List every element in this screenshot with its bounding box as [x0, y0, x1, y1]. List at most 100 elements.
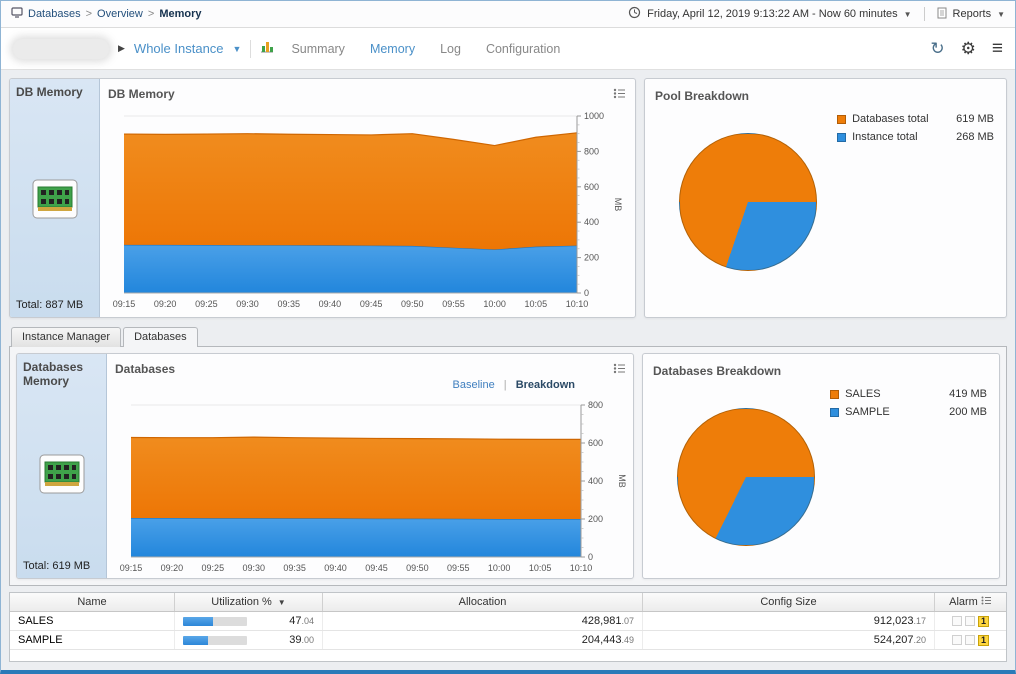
cell-alarm: 1: [935, 631, 1006, 649]
toggle-baseline[interactable]: Baseline: [452, 379, 495, 391]
divider: [250, 39, 252, 58]
cell-utilization: 47.04: [175, 612, 323, 630]
svg-text:09:15: 09:15: [120, 563, 143, 573]
cell-config-size: 524,207.20: [643, 631, 935, 649]
cell-utilization: 39.00: [175, 631, 323, 649]
svg-text:09:35: 09:35: [277, 299, 300, 309]
tab-configuration[interactable]: Configuration: [485, 41, 561, 56]
pool-breakdown-card: Pool Breakdown Databases total 619 MB In…: [644, 78, 1007, 318]
databases-table: Name Utilization % ▼ Allocation Config Si…: [9, 592, 1007, 662]
refresh-icon[interactable]: ↻: [930, 38, 945, 58]
utilization-bar: [183, 616, 247, 626]
svg-text:600: 600: [588, 438, 603, 448]
svg-text:10:00: 10:00: [488, 563, 511, 573]
databases-tab-panel: Databases Memory Total: 619 MB Databases…: [9, 346, 1007, 586]
legend-item: Instance total 268 MB: [837, 131, 994, 143]
svg-text:09:50: 09:50: [406, 563, 429, 573]
svg-text:400: 400: [588, 476, 603, 486]
header-allocation[interactable]: Allocation: [323, 593, 643, 611]
cell-allocation: 204,443.49: [323, 631, 643, 649]
databases-chart-area: Databases Baseline | Breakdown 0 200 400 60…: [107, 354, 633, 578]
hamburger-menu-icon[interactable]: ≡: [991, 37, 1003, 59]
databases-breakdown-pie-chart: [677, 408, 815, 546]
tab-log[interactable]: Log: [440, 41, 461, 56]
legend-swatch-blue: [830, 407, 840, 417]
legend-item: SALES 419 MB: [830, 388, 987, 400]
chart-title: Databases: [115, 362, 176, 376]
scope-selector[interactable]: Whole Instance: [133, 41, 224, 56]
reports-icon: [937, 7, 947, 22]
svg-text:09:45: 09:45: [365, 563, 388, 573]
view-toggle: Baseline | Breakdown: [453, 379, 575, 391]
tab-memory[interactable]: Memory: [369, 41, 416, 56]
tab-databases[interactable]: Databases: [123, 327, 198, 347]
legend-swatch-blue: [837, 132, 847, 142]
chart-title: DB Memory: [108, 87, 175, 101]
databases-row: Databases Memory Total: 619 MB Databases…: [16, 353, 1000, 579]
header-alarm[interactable]: Alarm: [935, 593, 1006, 611]
utilization-bar: [183, 635, 247, 645]
breadcrumb: Databases > Overview > Memory: [11, 7, 202, 21]
tab-summary[interactable]: Summary: [291, 41, 345, 56]
pool-breakdown-title: Pool Breakdown: [655, 89, 750, 103]
table-row-sample[interactable]: SAMPLE 39.00 204,443.49 524,207.20 1: [10, 631, 1006, 650]
breadcrumb-link-databases[interactable]: Databases: [28, 8, 81, 20]
header-name[interactable]: Name: [10, 593, 175, 611]
svg-text:09:20: 09:20: [154, 299, 177, 309]
alarm-badge[interactable]: 1: [978, 634, 989, 646]
side-panel-title: DB Memory: [16, 85, 83, 99]
databases-breakdown-legend: SALES 419 MB SAMPLE 200 MB: [830, 388, 987, 424]
svg-text:09:45: 09:45: [360, 299, 383, 309]
db-memory-card: DB Memory Total: 887 MB DB Memory 0 200 40…: [9, 78, 636, 318]
tab-instance-manager[interactable]: Instance Manager: [11, 327, 122, 347]
toolbar-actions: ↻ ⚙ ≡: [930, 38, 1003, 60]
chart-options-icon[interactable]: [613, 361, 626, 379]
breadcrumb-link-overview[interactable]: Overview: [97, 8, 143, 20]
chevron-down-icon: ▼: [232, 43, 242, 54]
legend-item: Databases total 619 MB: [837, 113, 994, 125]
alarm-badge[interactable]: 1: [978, 615, 989, 627]
databases-memory-side-panel: Databases Memory Total: 619 MB: [17, 354, 107, 578]
alarm-status-empty: [965, 616, 975, 626]
svg-text:800: 800: [588, 400, 603, 410]
chevron-down-icon: ▼: [903, 9, 912, 19]
databases-memory-card: Databases Memory Total: 619 MB Databases…: [16, 353, 634, 579]
svg-text:09:15: 09:15: [113, 299, 136, 309]
legend-item: SAMPLE 200 MB: [830, 406, 987, 418]
tree-expand-icon[interactable]: ▶: [118, 43, 125, 53]
table-options-icon[interactable]: [981, 596, 992, 608]
svg-text:800: 800: [584, 146, 599, 156]
gear-icon[interactable]: ⚙: [960, 38, 976, 58]
reports-menu[interactable]: Reports: [952, 8, 992, 20]
bar-chart-icon: [260, 39, 274, 58]
cell-allocation: 428,981.07: [323, 612, 643, 630]
topology-icon: [11, 7, 23, 21]
main-content: DB Memory Total: 887 MB DB Memory 0 200 40…: [1, 70, 1015, 670]
databases-breakdown-card: Databases Breakdown SALES 419 MB SAMPLE …: [642, 353, 1000, 579]
instance-toolbar: ▶ Whole Instance ▼ Summary Memory Log Co…: [1, 28, 1015, 70]
chevron-down-icon: ▼: [997, 9, 1005, 19]
svg-text:10:05: 10:05: [529, 563, 552, 573]
cell-config-size: 912,023.17: [643, 612, 935, 630]
legend-swatch-orange: [837, 114, 847, 124]
svg-text:MB: MB: [613, 198, 623, 212]
toggle-breakdown[interactable]: Breakdown: [515, 379, 575, 391]
chart-options-icon[interactable]: [613, 86, 626, 104]
svg-text:09:30: 09:30: [236, 299, 259, 309]
time-range-selector[interactable]: Friday, April 12, 2019 9:13:22 AM - Now …: [647, 8, 898, 20]
header-config-size[interactable]: Config Size: [643, 593, 935, 611]
svg-text:09:55: 09:55: [447, 563, 470, 573]
svg-text:0: 0: [584, 288, 589, 298]
pool-breakdown-pie-chart: [679, 133, 817, 271]
databases-memory-total: Total: 619 MB: [23, 560, 91, 572]
svg-text:09:40: 09:40: [324, 563, 347, 573]
breadcrumb-bar: Databases > Overview > Memory Friday, Ap…: [1, 1, 1015, 28]
svg-text:600: 600: [584, 182, 599, 192]
legend-label: Instance total: [852, 131, 918, 143]
legend-label: SALES: [845, 388, 881, 400]
alarm-status-empty: [952, 635, 962, 645]
table-header: Name Utilization % ▼ Allocation Config Si…: [10, 593, 1006, 612]
table-row-sales[interactable]: SALES 47.04 428,981.07 912,023.17 1: [10, 612, 1006, 631]
header-utilization[interactable]: Utilization % ▼: [175, 593, 323, 611]
